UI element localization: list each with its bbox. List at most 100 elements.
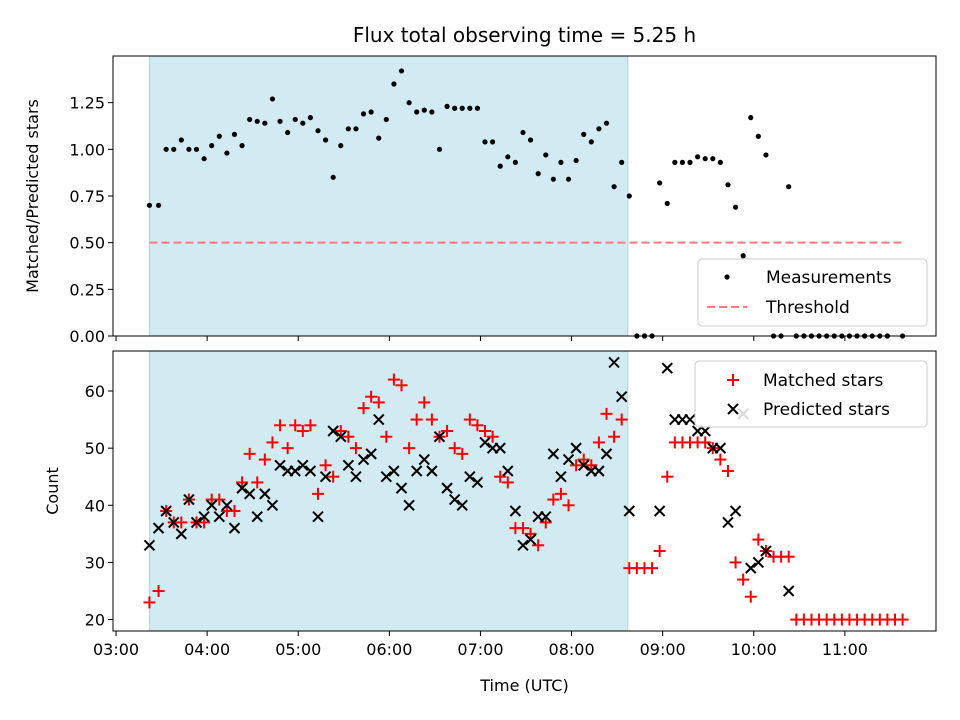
matched-star-point bbox=[479, 425, 492, 437]
y-tick-label: 50 bbox=[85, 439, 105, 458]
measurement-point bbox=[285, 129, 291, 136]
measurement-point bbox=[216, 133, 222, 139]
predicted-star-point bbox=[168, 516, 180, 529]
predicted-star-point bbox=[517, 539, 529, 551]
bottom-shaded-region bbox=[148, 350, 629, 632]
matched-star-point bbox=[243, 447, 256, 460]
matched-star-point bbox=[311, 487, 324, 500]
bottom-panel: 20 30 40 50 60 03:00 04:00 05:00 06:00 07:00 08:0… bbox=[43, 350, 937, 695]
measurement-point bbox=[550, 176, 556, 182]
matched-star-point bbox=[387, 373, 400, 386]
measurement-point bbox=[505, 154, 511, 160]
top-y-axis-label: Matched/Predicted stars bbox=[23, 99, 42, 293]
predicted-star-point bbox=[593, 465, 605, 477]
predicted-star-point bbox=[699, 425, 711, 437]
predicted-star-point bbox=[357, 453, 370, 466]
measurement-point bbox=[178, 137, 184, 143]
matched-star-point bbox=[228, 505, 241, 517]
predicted-star-point bbox=[562, 453, 575, 466]
matched-star-point bbox=[198, 516, 211, 529]
matched-star-point bbox=[403, 442, 416, 455]
measurement-point bbox=[292, 116, 298, 123]
predicted-star-point bbox=[570, 442, 582, 454]
matched-star-point bbox=[266, 436, 279, 449]
x-tick-label: 07:00 bbox=[457, 640, 503, 659]
matched-star-point bbox=[456, 447, 469, 460]
measurement-point bbox=[596, 126, 602, 132]
measurement-point bbox=[338, 143, 344, 149]
predicted-star-point bbox=[319, 471, 332, 483]
matched-star-point bbox=[782, 550, 795, 563]
predicted-star-point bbox=[783, 585, 795, 597]
predicted-star-point bbox=[221, 499, 233, 511]
measurement-point bbox=[360, 111, 367, 117]
predicted-star-point bbox=[228, 522, 241, 534]
top-shaded-region bbox=[148, 55, 629, 337]
measurement-point bbox=[588, 139, 594, 145]
measurement-point bbox=[497, 163, 503, 169]
matched-star-point bbox=[570, 459, 583, 472]
measurement-point bbox=[679, 159, 686, 165]
measurement-point bbox=[322, 137, 329, 143]
legend-matched-marker bbox=[727, 374, 739, 386]
matched-star-point bbox=[615, 413, 628, 426]
matched-star-point bbox=[608, 430, 621, 443]
bottom-axes-frame bbox=[112, 350, 937, 632]
measurement-point bbox=[527, 137, 534, 143]
predicted-star-point bbox=[251, 511, 263, 523]
matched-star-point bbox=[274, 419, 287, 432]
measurement-point bbox=[710, 156, 716, 162]
measurement-point bbox=[300, 120, 306, 126]
matched-star-point bbox=[357, 402, 370, 415]
matched-star-point bbox=[600, 407, 613, 420]
measurement-point bbox=[474, 105, 481, 111]
measurement-point bbox=[717, 159, 723, 165]
measurement-point bbox=[155, 202, 162, 208]
measurement-point bbox=[482, 139, 488, 145]
y-tick-label: 0.00 bbox=[69, 327, 105, 346]
measurement-point bbox=[603, 120, 610, 126]
predicted-star-point bbox=[456, 499, 468, 511]
predicted-star-point bbox=[684, 413, 696, 426]
measurement-point bbox=[565, 176, 572, 182]
measurement-point bbox=[406, 100, 412, 106]
legend-predicted-label: Predicted stars bbox=[763, 400, 890, 420]
matched-star-point bbox=[661, 470, 674, 483]
measurement-point bbox=[664, 200, 670, 207]
predicted-star-point bbox=[259, 488, 271, 500]
matched-star-point bbox=[258, 453, 271, 466]
matched-star-point bbox=[729, 556, 742, 569]
predicted-star-point bbox=[160, 505, 172, 517]
measurement-point bbox=[398, 68, 405, 74]
predicted-star-point bbox=[304, 465, 317, 477]
predicted-star-point bbox=[312, 511, 324, 523]
matched-star-point bbox=[448, 442, 461, 455]
measurement-point bbox=[277, 118, 283, 124]
predicted-star-point bbox=[342, 459, 355, 471]
measurement-point bbox=[452, 105, 458, 111]
measurement-point bbox=[368, 109, 374, 115]
y-tick-label: 1.25 bbox=[69, 94, 105, 113]
measurement-point bbox=[421, 107, 427, 113]
measurement-point bbox=[269, 96, 276, 102]
top-legend: Measurements Threshold bbox=[697, 258, 928, 327]
measurement-point bbox=[163, 146, 169, 152]
measurement-point bbox=[520, 129, 526, 136]
measurement-point bbox=[748, 115, 754, 121]
predicted-star-point bbox=[479, 436, 491, 449]
matched-star-point bbox=[577, 453, 590, 466]
measurement-point bbox=[740, 253, 746, 259]
predicted-star-point bbox=[661, 362, 673, 374]
predicted-star-point bbox=[426, 465, 438, 477]
predicted-star-point bbox=[433, 431, 446, 443]
matched-star-point bbox=[554, 487, 567, 500]
matched-star-point bbox=[395, 379, 408, 392]
measurement-point bbox=[573, 157, 579, 164]
measurement-point bbox=[444, 103, 450, 109]
matched-star-point bbox=[562, 499, 575, 512]
y-tick-label: 60 bbox=[85, 382, 105, 401]
predicted-star-point bbox=[183, 493, 195, 506]
predicted-star-point bbox=[623, 505, 635, 517]
measurement-point bbox=[224, 150, 230, 156]
bottom-legend-box bbox=[694, 360, 928, 428]
